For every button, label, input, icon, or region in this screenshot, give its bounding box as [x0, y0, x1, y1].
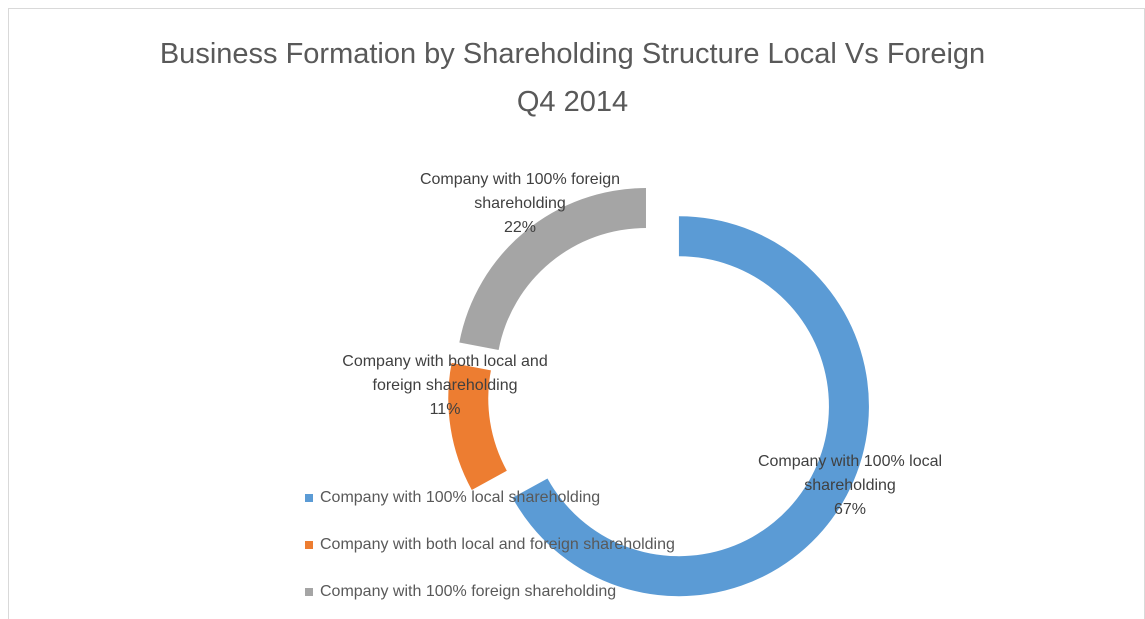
legend-swatch — [305, 494, 313, 502]
data-label: Company with both local and foreign shar… — [340, 350, 550, 422]
legend-label: Company with 100% foreign shareholding — [320, 583, 616, 600]
doughnut-segment — [448, 362, 507, 490]
data-label-value: 11% — [429, 401, 461, 418]
legend-swatch — [305, 541, 313, 549]
chart-title: Business Formation by Shareholding Struc… — [159, 38, 986, 118]
data-label: Company with 100% foreign shareholding 22… — [400, 168, 640, 240]
data-label-value: 22% — [503, 219, 537, 236]
data-label-category: Company with 100% local shareholding — [757, 453, 943, 494]
legend-label: Company with 100% local shareholding — [320, 489, 600, 506]
data-label-category: Company with 100% foreign shareholding — [419, 171, 621, 212]
doughnut-segment — [459, 188, 646, 350]
legend-swatch — [305, 588, 313, 596]
data-label-value: 67% — [833, 501, 867, 518]
data-label-category: Company with both local and foreign shar… — [342, 353, 548, 394]
legend-label: Company with both local and foreign shar… — [320, 536, 675, 553]
data-label: Company with 100% local shareholding 67% — [745, 450, 955, 522]
